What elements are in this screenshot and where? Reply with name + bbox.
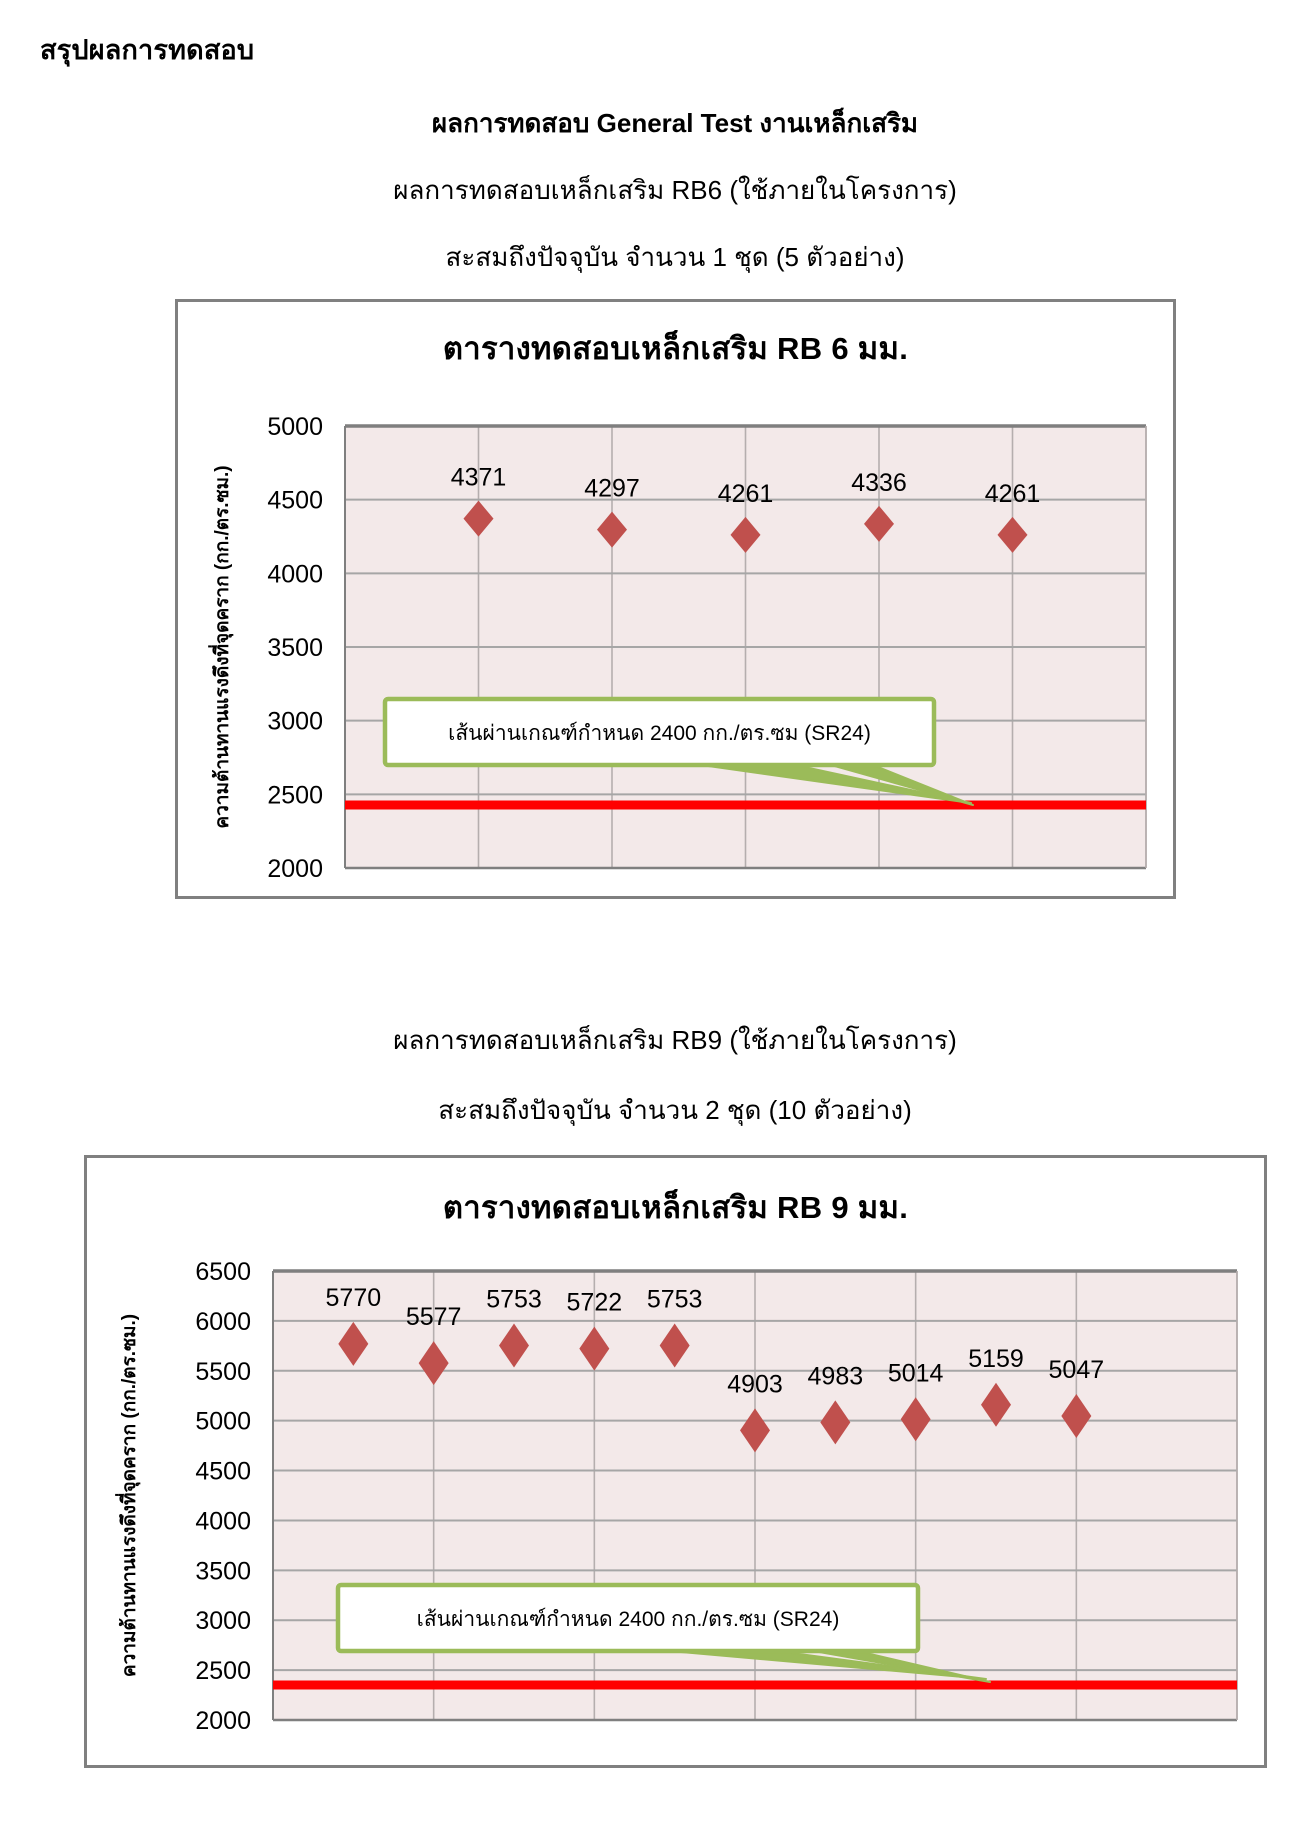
chart-rb6-plot: 2000 2500 3000 3500 4000 4500 5000 4371 4297 4261… — [208, 413, 1147, 883]
y-tick-label: 6500 — [195, 1258, 251, 1286]
callout-label: เส้นผ่านเกณฑ์กำหนด 2400 กก./ตร.ซม (SR24) — [448, 721, 871, 745]
data-point-marker — [659, 1323, 690, 1368]
chart-rb6-title: ตารางทดสอบเหล็กเสริม RB 6 มม. — [442, 331, 909, 366]
data-point-label: 4261 — [985, 480, 1041, 508]
data-point-label: 5753 — [486, 1286, 542, 1314]
y-tick-label: 2000 — [195, 1707, 251, 1735]
chart-rb9-title: ตารางทดสอบเหล็กเสริม RB 9 มม. — [442, 1190, 909, 1225]
chart-rb6-frame: ตารางทดสอบเหล็กเสริม RB 6 มม. 2000 2500 30… — [175, 299, 1176, 899]
y-tick-label: 5500 — [195, 1358, 251, 1386]
y-tick-label: 4500 — [195, 1458, 251, 1486]
data-point-marker — [981, 1382, 1011, 1427]
data-point-label: 4983 — [808, 1362, 864, 1390]
rb6-subtitle: ผลการทดสอบเหล็กเสริม RB6 (ใช้ภายในโครงกา… — [393, 175, 957, 205]
data-point-marker — [997, 516, 1028, 553]
y-tick-label: 6000 — [195, 1308, 251, 1336]
data-point-label: 5753 — [647, 1286, 703, 1314]
callout-box — [382, 696, 937, 768]
data-point-marker — [740, 1408, 770, 1453]
data-point-marker — [463, 500, 494, 537]
data-point-marker — [864, 505, 894, 542]
data-point-label: 5159 — [968, 1345, 1024, 1373]
main-title: ผลการทดสอบ General Test งานเหล็กเสริม — [431, 108, 919, 138]
data-point-marker — [418, 1341, 449, 1386]
data-point-marker — [338, 1321, 369, 1366]
data-point-label: 5770 — [326, 1284, 382, 1312]
data-point-marker — [900, 1397, 931, 1442]
data-point-label: 5722 — [567, 1289, 623, 1317]
y-tick-label: 2500 — [267, 781, 323, 809]
y-tick-label: 3000 — [267, 708, 323, 736]
y-axis-title: ความต้านทานแรงดึงที่จุดคราก (กก./ตร.ซม.) — [115, 1314, 141, 1677]
callout-box — [335, 1582, 921, 1654]
y-tick-label: 2500 — [195, 1657, 251, 1685]
data-point-marker — [597, 511, 627, 548]
rb9-subtitle: ผลการทดสอบเหล็กเสริม RB9 (ใช้ภายในโครงกา… — [393, 1025, 957, 1055]
data-point-marker — [499, 1323, 529, 1368]
y-tick-label: 4500 — [267, 487, 323, 515]
chart-rb9-plot: 2000 2500 3000 3500 4000 4500 5000 5500 6000 6500… — [115, 1258, 1238, 1735]
rb9-accumulated: สะสมถึงปัจจุบัน จำนวน 2 ชุด (10 ตัวอย่าง… — [438, 1095, 912, 1125]
y-tick-label: 4000 — [195, 1507, 251, 1535]
callout-label: เส้นผ่านเกณฑ์กำหนด 2400 กก./ตร.ซม (SR24) — [417, 1607, 840, 1631]
y-tick-label: 2000 — [267, 855, 323, 883]
y-tick-label: 3500 — [195, 1557, 251, 1585]
y-tick-label: 3000 — [195, 1607, 251, 1635]
y-tick-label: 4000 — [267, 560, 323, 588]
data-point-label: 4261 — [718, 480, 774, 508]
data-point-marker — [730, 516, 761, 553]
chart-rb9-frame: ตารางทดสอบเหล็กเสริม RB 9 มม. 2000 2500 30… — [84, 1155, 1267, 1768]
data-point-label: 4336 — [851, 469, 907, 497]
data-point-marker — [820, 1400, 851, 1445]
rb6-accumulated: สะสมถึงปัจจุบัน จำนวน 1 ชุด (5 ตัวอย่าง) — [445, 242, 905, 272]
y-tick-label: 5000 — [267, 413, 323, 441]
data-point-marker — [579, 1326, 610, 1371]
y-tick-label: 5000 — [195, 1408, 251, 1436]
data-point-label: 5047 — [1049, 1356, 1105, 1384]
data-point-label: 4371 — [451, 464, 507, 492]
data-point-label: 5014 — [888, 1359, 944, 1387]
data-point-marker — [1061, 1393, 1092, 1438]
y-tick-label: 3500 — [267, 634, 323, 662]
y-axis-title: ความต้านทานแรงดึงที่จุดคราก (กก./ตร.ซม.) — [208, 465, 234, 828]
data-point-label: 5577 — [406, 1303, 462, 1331]
data-point-label: 4903 — [727, 1370, 783, 1398]
page-heading: สรุปผลการทดสอบ — [40, 35, 255, 65]
data-point-label: 4297 — [584, 475, 640, 503]
